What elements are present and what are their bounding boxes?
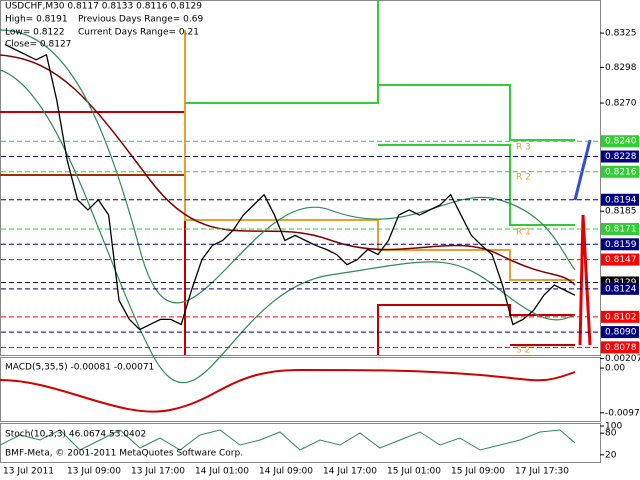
- header: USDCHF,M30 0.8117 0.8133 0.8116 0.8129: [5, 2, 202, 12]
- y-tick-label: 0.00207: [605, 354, 640, 364]
- stoch-panel: [0, 423, 601, 463]
- x-tick-label: 14 Jul 17:00: [323, 467, 377, 477]
- y-tick-label: 0.8298: [605, 63, 637, 73]
- y-tick-label: 0.00: [605, 364, 625, 374]
- x-tick-label: 14 Jul 09:00: [259, 467, 313, 477]
- y-tick-label: 0.8194: [605, 195, 637, 205]
- pivot-label: R 3: [516, 143, 531, 153]
- pivot-step: [185, 0, 379, 104]
- x-tick-label: 13 Jul 09:00: [67, 467, 121, 477]
- pivot-label: R 1: [516, 228, 531, 238]
- level-box: [601, 282, 639, 295]
- y-tick-label: 0.8171: [605, 225, 637, 235]
- x-tick-label: 17 Jul 17:30: [515, 467, 569, 477]
- header: Current Days Range= 0.21: [78, 28, 199, 38]
- y-tick-label: -0.00979: [605, 408, 640, 418]
- y-tick-label: 0.8240: [605, 137, 637, 147]
- y-tick-label: 0.8270: [605, 99, 637, 109]
- level-box: [601, 135, 639, 148]
- macd-signal: [0, 368, 576, 413]
- macd-panel: [0, 357, 601, 422]
- y-tick-label: 0.8124: [605, 284, 637, 294]
- y-tick-label: 0.8185: [605, 207, 637, 217]
- header: Close= 0.8127: [5, 40, 71, 50]
- x-tick-label: 14 Jul 01:00: [195, 467, 249, 477]
- level-box: [601, 193, 639, 206]
- header: Low= 0.8122: [5, 28, 65, 38]
- level-box: [601, 310, 639, 323]
- moving-average: [0, 54, 576, 286]
- stoch-label: Stoch(10,3,3) 46.0674 53.0402: [5, 430, 146, 440]
- level-box: [601, 238, 639, 251]
- x-tick-label: 15 Jul 01:00: [387, 467, 441, 477]
- main-panel: [0, 0, 601, 356]
- pivot-step: [378, 84, 575, 141]
- pivot-label: R 2: [516, 173, 531, 183]
- x-tick-label: 13 Jul 17:00: [131, 467, 185, 477]
- stoch-line: [0, 429, 576, 451]
- y-tick-label: 0.8228: [605, 152, 637, 162]
- y-tick-label: 0.8159: [605, 240, 637, 250]
- y-tick-label: 0.8325: [605, 29, 637, 39]
- header: High= 0.8191: [5, 15, 68, 25]
- level-box: [601, 253, 639, 266]
- pivot-step: [377, 304, 575, 355]
- level-box: [601, 223, 639, 236]
- price-line: [4, 43, 576, 331]
- level-box: [601, 341, 639, 354]
- header: Previous Days Range= 0.69: [78, 15, 203, 25]
- x-tick-label: 15 Jul 09:00: [451, 467, 505, 477]
- y-tick-label: 100: [605, 422, 622, 432]
- x-tick-label: 13 Jul 2011: [3, 467, 54, 477]
- level-box: [601, 165, 639, 178]
- watermark: BMF-Meta, © 2001-2011 MetaQuotes Softwar…: [5, 449, 243, 459]
- y-tick-label: 80: [605, 429, 617, 439]
- band-lower: [0, 69, 576, 384]
- y-tick-label: 0.8216: [605, 167, 637, 177]
- y-tick-label: 0.8147: [605, 255, 637, 265]
- y-tick-label: 0.8090: [605, 328, 637, 338]
- level-box: [601, 150, 639, 163]
- macd-label: MACD(5,35,5) -0.00081 -0.00071: [5, 363, 154, 373]
- pivot-label: S 2: [516, 346, 530, 356]
- arrow: [578, 214, 592, 346]
- arrow: [573, 139, 592, 201]
- level-box: [601, 326, 639, 339]
- y-tick-label: 0.8102: [605, 312, 637, 322]
- y-tick-label: 20: [605, 450, 617, 460]
- y-tick-label: 0.8078: [605, 343, 637, 353]
